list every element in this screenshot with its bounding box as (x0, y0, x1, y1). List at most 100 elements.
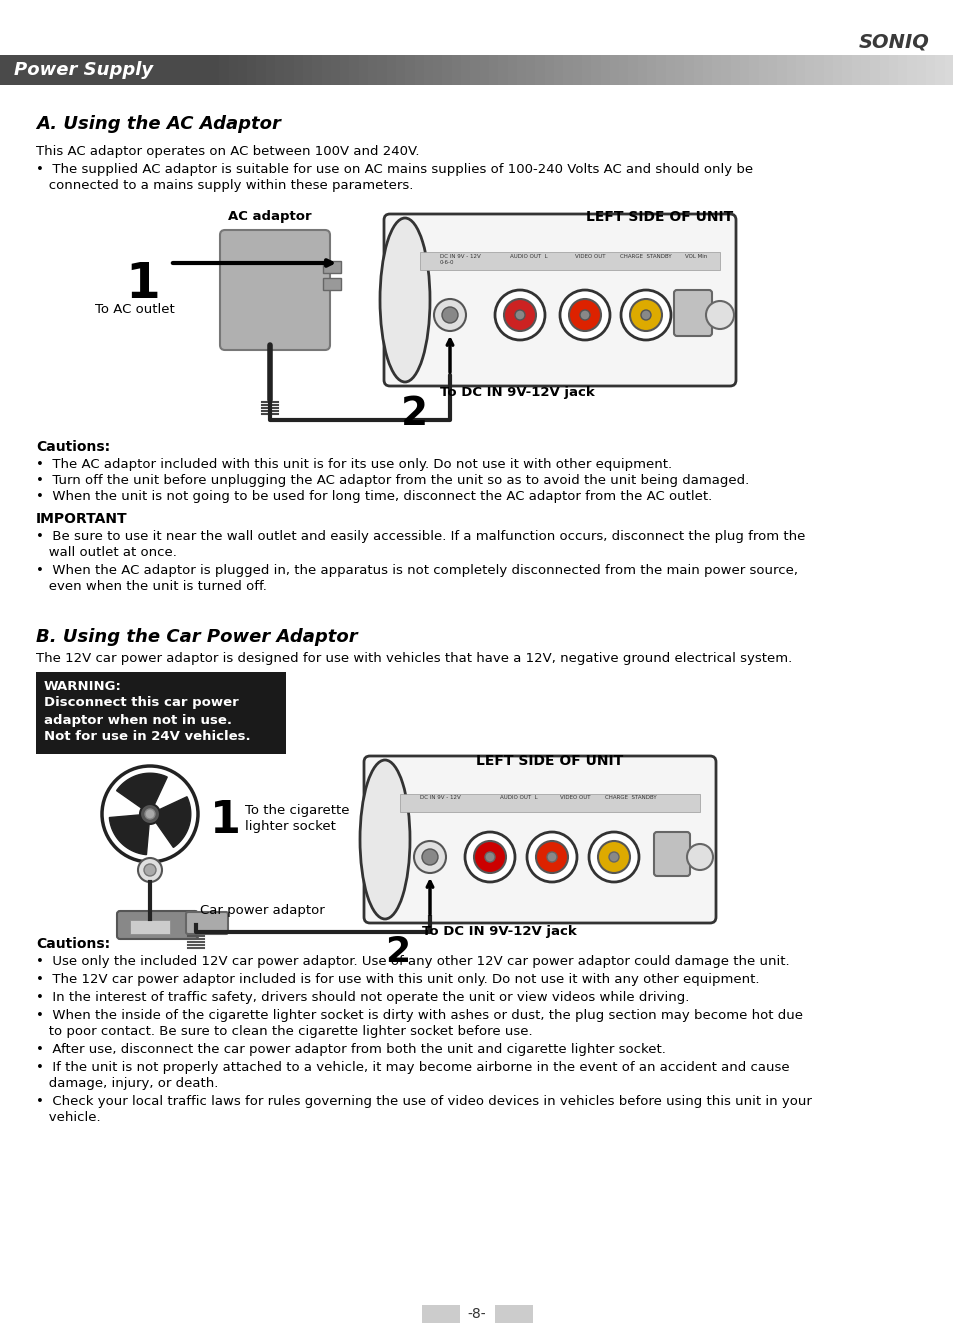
Bar (554, 55, 563, 85)
Text: AUDIO OUT  L: AUDIO OUT L (510, 254, 547, 259)
Bar (832, 55, 842, 85)
Bar (415, 55, 424, 85)
Bar (814, 55, 823, 85)
FancyBboxPatch shape (220, 230, 330, 350)
Text: 2: 2 (400, 395, 428, 433)
Circle shape (640, 310, 650, 320)
Bar (303, 55, 313, 85)
Text: To DC IN 9V-12V jack: To DC IN 9V-12V jack (421, 925, 577, 939)
Bar (795, 55, 805, 85)
Bar (572, 55, 582, 85)
Bar (256, 55, 266, 85)
Bar (386, 55, 396, 85)
Bar (433, 55, 442, 85)
Text: To the cigarette: To the cigarette (245, 804, 349, 817)
Bar (581, 55, 591, 85)
Bar (377, 55, 387, 85)
Bar (266, 55, 275, 85)
Ellipse shape (379, 218, 430, 382)
Polygon shape (153, 797, 191, 848)
Text: •  The supplied AC adaptor is suitable for use on AC mains supplies of 100-240 V: • The supplied AC adaptor is suitable fo… (36, 163, 752, 176)
Text: lighter socket: lighter socket (245, 820, 335, 833)
Circle shape (568, 299, 600, 331)
Bar (130, 920, 170, 934)
Text: VIDEO OUT: VIDEO OUT (575, 254, 605, 259)
Bar (323, 278, 340, 290)
Circle shape (598, 841, 629, 873)
Text: adaptor when not in use.: adaptor when not in use. (44, 714, 232, 728)
Bar (730, 55, 740, 85)
Circle shape (608, 852, 618, 862)
Circle shape (588, 832, 639, 882)
Text: •  Turn off the unit before unplugging the AC adaptor from the unit so as to avo: • Turn off the unit before unplugging th… (36, 474, 748, 487)
Text: CHARGE  STANDBY: CHARGE STANDBY (619, 254, 671, 259)
Bar (423, 55, 434, 85)
Circle shape (629, 299, 661, 331)
Text: •  Check your local traffic laws for rules governing the use of video devices in: • Check your local traffic laws for rule… (36, 1095, 811, 1108)
Bar (358, 55, 368, 85)
Text: The 12V car power adaptor is designed for use with vehicles that have a 12V, neg: The 12V car power adaptor is designed fo… (36, 651, 791, 665)
Bar (489, 55, 498, 85)
Bar (535, 55, 545, 85)
Bar (702, 55, 712, 85)
FancyBboxPatch shape (364, 756, 716, 922)
Bar (841, 55, 851, 85)
Circle shape (579, 310, 589, 320)
Text: B. Using the Car Power Adaptor: B. Using the Car Power Adaptor (36, 627, 357, 646)
Bar (237, 55, 248, 85)
Text: •  The AC adaptor included with this unit is for its use only. Do not use it wit: • The AC adaptor included with this unit… (36, 458, 672, 471)
Bar (497, 55, 508, 85)
Circle shape (559, 290, 609, 340)
Bar (479, 55, 489, 85)
Bar (656, 55, 665, 85)
Bar (851, 55, 861, 85)
FancyBboxPatch shape (654, 832, 689, 876)
FancyBboxPatch shape (117, 910, 198, 939)
Circle shape (515, 310, 524, 320)
Bar (638, 55, 647, 85)
Text: LEFT SIDE OF UNIT: LEFT SIDE OF UNIT (476, 754, 623, 768)
Text: VOL Min: VOL Min (684, 254, 706, 259)
Circle shape (620, 290, 670, 340)
Bar (395, 55, 405, 85)
Bar (749, 55, 759, 85)
Bar (720, 55, 731, 85)
Bar (544, 55, 554, 85)
FancyBboxPatch shape (384, 214, 735, 386)
Text: even when the unit is turned off.: even when the unit is turned off. (36, 579, 267, 593)
Text: •  If the unit is not properly attached to a vehicle, it may become airborne in : • If the unit is not properly attached t… (36, 1061, 789, 1073)
Polygon shape (116, 773, 167, 810)
Text: IMPORTANT: IMPORTANT (36, 513, 128, 526)
Bar (340, 55, 350, 85)
Circle shape (503, 299, 536, 331)
Text: SONIQ: SONIQ (859, 32, 929, 52)
Circle shape (686, 844, 712, 870)
Circle shape (421, 849, 437, 865)
Bar (526, 55, 536, 85)
Bar (219, 55, 229, 85)
Bar (758, 55, 768, 85)
Bar (36, 672, 286, 754)
Text: Cautions:: Cautions: (36, 441, 110, 454)
Bar (777, 55, 786, 85)
Circle shape (140, 804, 160, 824)
Bar (675, 55, 684, 85)
Bar (507, 55, 517, 85)
Bar (646, 55, 657, 85)
Circle shape (138, 858, 162, 882)
Text: Car power adaptor: Car power adaptor (200, 904, 324, 917)
Circle shape (474, 841, 505, 873)
Text: •  Use only the included 12V car power adaptor. Use of any other 12V car power a: • Use only the included 12V car power ad… (36, 955, 789, 968)
Bar (470, 55, 479, 85)
Text: •  When the unit is not going to be used for long time, disconnect the AC adapto: • When the unit is not going to be used … (36, 490, 712, 503)
Bar (294, 55, 303, 85)
Bar (284, 55, 294, 85)
Text: •  When the AC adaptor is plugged in, the apparatus is not completely disconnect: • When the AC adaptor is plugged in, the… (36, 563, 797, 577)
Text: AUDIO OUT  L: AUDIO OUT L (499, 796, 537, 800)
Bar (210, 55, 219, 85)
Bar (600, 55, 610, 85)
Circle shape (484, 852, 495, 862)
Circle shape (536, 841, 567, 873)
Text: A. Using the AC Adaptor: A. Using the AC Adaptor (36, 115, 280, 134)
Bar (943, 55, 953, 85)
